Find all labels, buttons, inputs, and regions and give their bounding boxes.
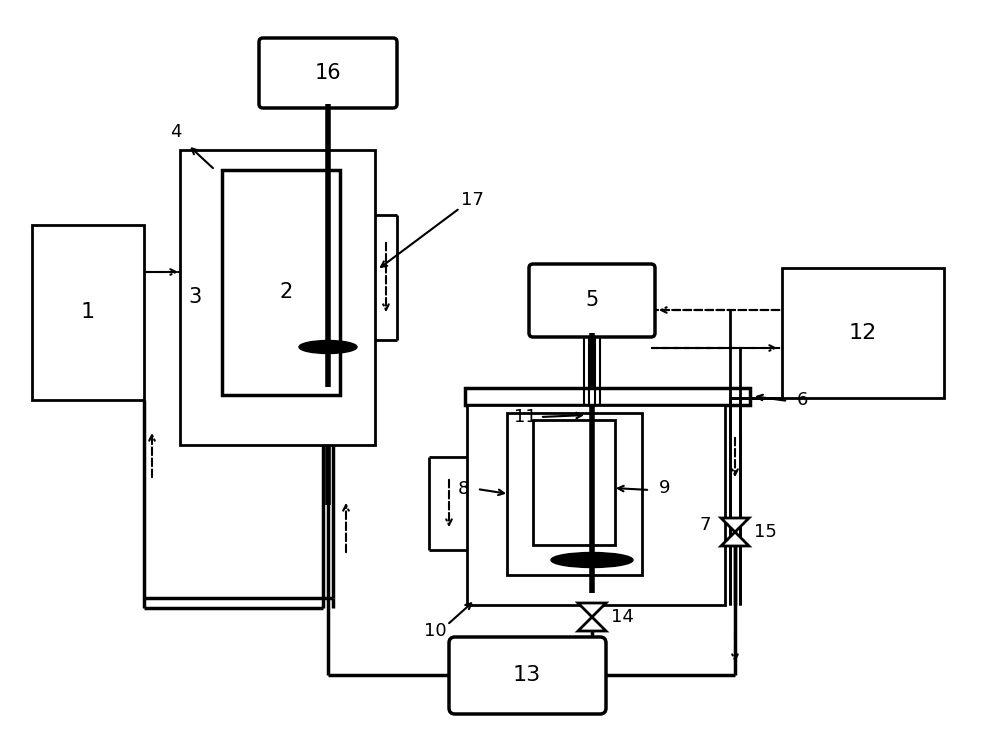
Text: 5: 5: [585, 290, 599, 310]
Text: 6: 6: [796, 391, 808, 409]
Bar: [467, 405, 725, 605]
Polygon shape: [721, 518, 749, 532]
Bar: [782, 268, 944, 398]
Text: 15: 15: [754, 523, 776, 541]
FancyBboxPatch shape: [449, 637, 606, 714]
Bar: [222, 170, 340, 395]
Text: 1: 1: [81, 302, 95, 323]
Text: 2: 2: [279, 282, 293, 302]
Text: 11: 11: [514, 408, 536, 426]
Ellipse shape: [299, 341, 357, 353]
Text: 4: 4: [170, 123, 182, 141]
Text: 9: 9: [659, 479, 671, 497]
Text: 8: 8: [457, 480, 469, 498]
Text: 13: 13: [513, 665, 541, 685]
Text: 12: 12: [849, 323, 877, 343]
Text: 16: 16: [315, 63, 341, 83]
FancyBboxPatch shape: [529, 264, 655, 337]
Ellipse shape: [551, 553, 633, 568]
Text: 17: 17: [461, 191, 483, 209]
Polygon shape: [578, 617, 606, 631]
Bar: [533, 420, 615, 545]
Bar: [507, 413, 642, 575]
Text: 7: 7: [699, 516, 711, 534]
Bar: [465, 388, 750, 405]
Text: 3: 3: [188, 287, 202, 307]
Text: 10: 10: [424, 622, 446, 640]
Bar: [180, 150, 375, 445]
Polygon shape: [578, 603, 606, 617]
Text: 14: 14: [611, 608, 633, 626]
FancyBboxPatch shape: [259, 38, 397, 108]
Bar: [32, 225, 144, 400]
Polygon shape: [721, 532, 749, 546]
